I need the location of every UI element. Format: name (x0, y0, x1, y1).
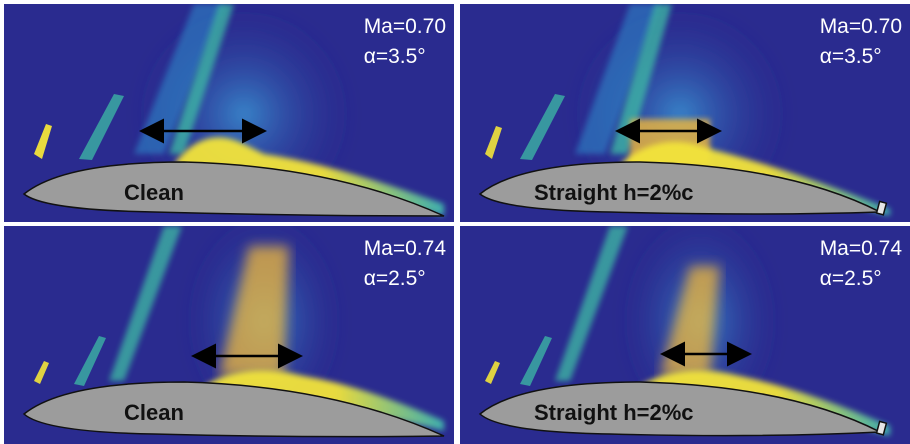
angle-of-attack: α=2.5° (363, 267, 426, 290)
angle-of-attack: α=3.5° (363, 45, 426, 68)
flow-conditions: Ma=0.74 α=2.5° (820, 234, 902, 294)
panel-top-right: Ma=0.70 α=3.5° Straight h=2%c (460, 4, 910, 222)
airfoil-label: Straight h=2%c (534, 400, 694, 425)
schlieren-field (478, 4, 890, 222)
schlieren-field (22, 226, 445, 438)
mach-number: Ma=0.70 (363, 15, 446, 38)
panel-bottom-right: Ma=0.74 α=2.5° Straight h=2%c (460, 226, 910, 444)
schlieren-field (22, 4, 445, 222)
flow-conditions: Ma=0.70 α=3.5° (820, 12, 902, 72)
mach-number: Ma=0.74 (819, 237, 902, 260)
flow-conditions: Ma=0.74 α=2.5° (364, 234, 446, 294)
airfoil-label: Clean (124, 180, 184, 205)
panel-bottom-left: Ma=0.74 α=2.5° Clean (4, 226, 454, 444)
mach-number: Ma=0.70 (819, 15, 902, 38)
flow-conditions: Ma=0.70 α=3.5° (364, 12, 446, 72)
trailing-edge-device (875, 420, 888, 436)
trailing-edge-device (875, 200, 888, 216)
airfoil-shape (22, 161, 445, 217)
angle-of-attack: α=3.5° (819, 45, 882, 68)
mach-number: Ma=0.74 (363, 237, 446, 260)
airfoil-label: Clean (124, 400, 184, 425)
panel-top-left: Ma=0.70 α=3.5° Clean (4, 4, 454, 222)
schlieren-field (478, 226, 890, 437)
airfoil-shape (22, 381, 445, 438)
airfoil-label: Straight h=2%c (534, 180, 694, 205)
angle-of-attack: α=2.5° (819, 267, 882, 290)
